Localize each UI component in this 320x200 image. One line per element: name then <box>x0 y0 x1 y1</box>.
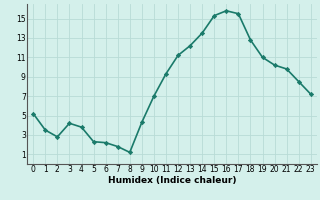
X-axis label: Humidex (Indice chaleur): Humidex (Indice chaleur) <box>108 176 236 185</box>
